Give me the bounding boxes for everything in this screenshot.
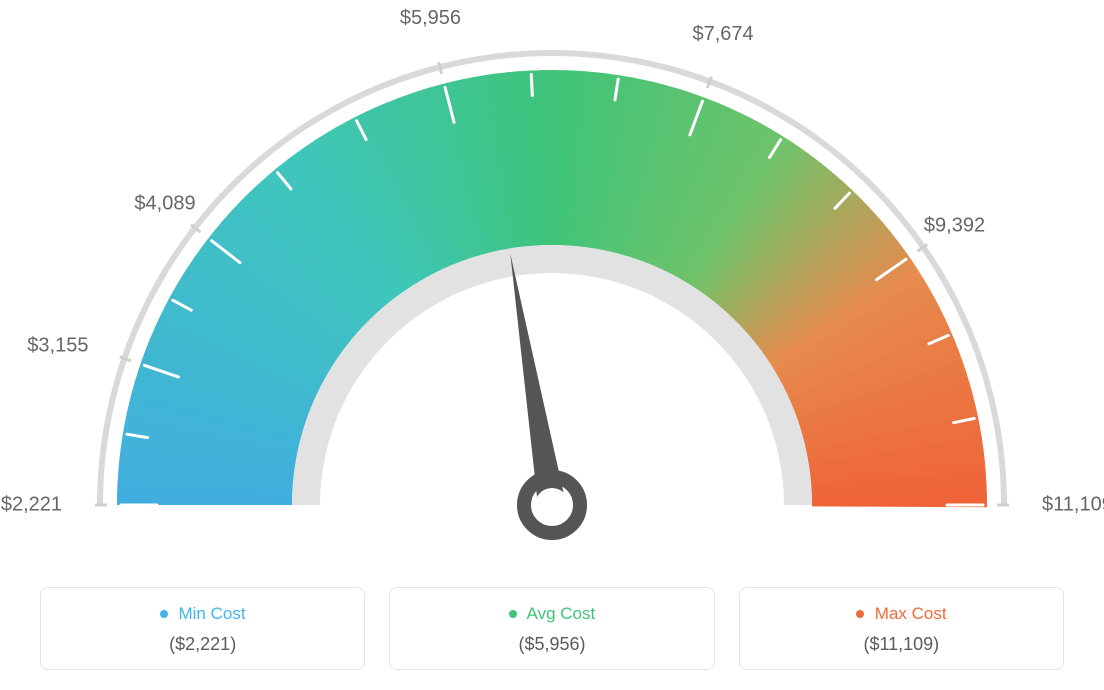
gauge-chart: $2,221 $3,155 $4,089 $5,956 $7,674 $9,392 $11,…: [0, 0, 1104, 560]
summary-value-max: ($11,109): [752, 634, 1051, 655]
gauge-tick-label: $3,155: [27, 335, 88, 358]
summary-title-text: Max Cost: [875, 604, 947, 623]
summary-title-min: Min Cost: [53, 604, 352, 624]
gauge-tick-label: $4,089: [134, 193, 195, 216]
summary-value-min: ($2,221): [53, 634, 352, 655]
gauge-tick-label: $9,392: [924, 214, 985, 237]
summary-title-text: Min Cost: [178, 604, 245, 623]
summary-card-min: Min Cost ($2,221): [40, 587, 365, 670]
dot-icon: [856, 610, 864, 618]
summary-row: Min Cost ($2,221) Avg Cost ($5,956) Max …: [40, 587, 1064, 670]
gauge-tick-label: $5,956: [400, 7, 461, 30]
gauge-tick-label: $11,109: [1042, 494, 1104, 517]
summary-title-avg: Avg Cost: [402, 604, 701, 624]
gauge-tick-label: $2,221: [1, 494, 62, 517]
dot-icon: [509, 610, 517, 618]
summary-card-avg: Avg Cost ($5,956): [389, 587, 714, 670]
summary-title-text: Avg Cost: [527, 604, 596, 623]
summary-title-max: Max Cost: [752, 604, 1051, 624]
gauge-svg: [0, 0, 1104, 560]
gauge-tick-label: $7,674: [692, 23, 753, 46]
summary-card-max: Max Cost ($11,109): [739, 587, 1064, 670]
dot-icon: [160, 610, 168, 618]
summary-value-avg: ($5,956): [402, 634, 701, 655]
